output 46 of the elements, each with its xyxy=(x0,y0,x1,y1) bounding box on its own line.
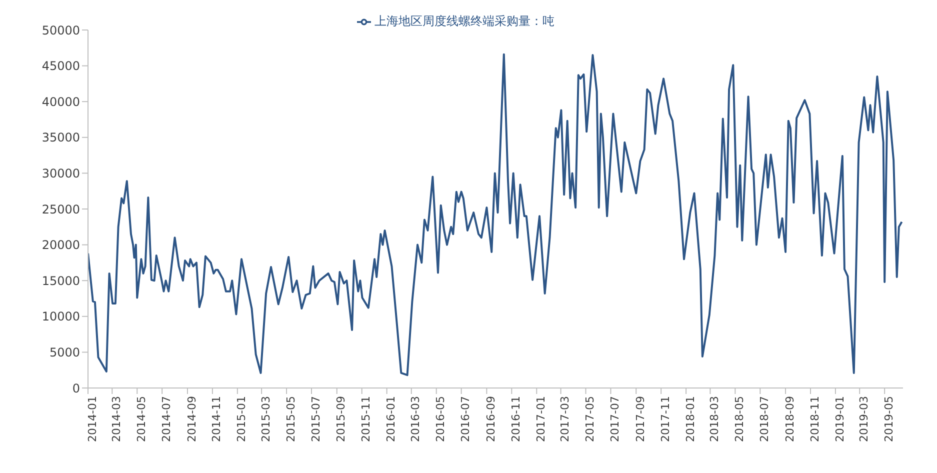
x-tick-label: 2017-07 xyxy=(608,396,622,442)
x-tick-label: 2014-01 xyxy=(86,396,99,442)
y-tick-label: 30000 xyxy=(42,166,80,180)
x-tick-label: 2014-03 xyxy=(110,396,123,442)
y-tick-label: 0 xyxy=(72,381,80,396)
x-tick-label: 2017-09 xyxy=(634,396,647,442)
y-tick-label: 10000 xyxy=(42,310,80,324)
x-tick-label: 2018-09 xyxy=(783,396,796,442)
x-tick-label: 2016-07 xyxy=(459,396,472,442)
x-tick-label: 2017-11 xyxy=(658,396,672,442)
y-tick-label: 40000 xyxy=(42,94,80,109)
x-tick-label: 2016-03 xyxy=(409,396,422,442)
x-tick-label: 2018-05 xyxy=(732,396,746,442)
x-tick-label: 2016-05 xyxy=(434,396,448,442)
x-tick-label: 2014-05 xyxy=(134,396,148,442)
x-tick-label: 2016-09 xyxy=(484,396,498,442)
x-tick-label: 2014-11 xyxy=(210,396,224,442)
x-tick-label: 2017-01 xyxy=(534,396,548,442)
x-tick-label: 2015-09 xyxy=(334,396,348,442)
x-tick-label: 2018-03 xyxy=(708,396,722,442)
x-tick-label: 2014-09 xyxy=(185,396,198,442)
y-tick-label: 5000 xyxy=(49,345,80,360)
x-tick-label: 2019-03 xyxy=(857,396,870,442)
x-tick-label: 2015-11 xyxy=(360,396,373,442)
x-tick-label: 2014-07 xyxy=(160,396,173,442)
x-tick-label: 2015-07 xyxy=(309,396,322,442)
x-tick-label: 2018-01 xyxy=(684,396,697,442)
y-tick-label: 50000 xyxy=(42,23,80,38)
x-tick-label: 2015-05 xyxy=(284,396,298,442)
y-tick-label: 15000 xyxy=(42,274,80,288)
x-tick-label: 2019-01 xyxy=(833,396,846,442)
legend-label: 上海地区周度线螺终端采购量：吨 xyxy=(374,14,554,28)
x-tick-label: 2018-07 xyxy=(758,396,771,442)
x-tick-label: 2016-01 xyxy=(384,396,398,442)
x-tick-label: 2015-01 xyxy=(235,396,248,442)
x-tick-label: 2019-05 xyxy=(882,396,896,442)
x-tick-label: 2016-11 xyxy=(509,396,522,442)
x-tick-label: 2017-05 xyxy=(584,396,597,442)
line-series xyxy=(88,53,903,376)
y-tick-label: 20000 xyxy=(42,238,80,252)
x-tick-label: 2017-03 xyxy=(558,396,572,442)
y-tick-label: 35000 xyxy=(42,130,80,145)
y-tick-label: 45000 xyxy=(42,59,80,74)
y-tick-label: 25000 xyxy=(42,202,80,216)
x-tick-label: 2015-03 xyxy=(259,396,272,442)
x-tick-label: 2018-11 xyxy=(808,396,822,442)
